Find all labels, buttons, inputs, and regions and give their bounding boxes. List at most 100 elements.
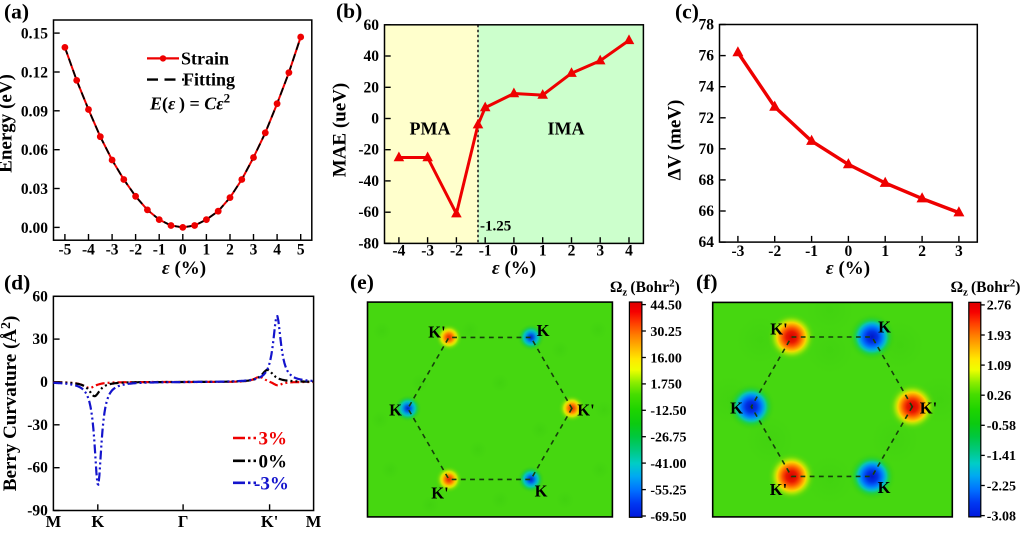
svg-text:-40: -40 (358, 173, 379, 190)
svg-text:-3%: -3% (254, 473, 289, 494)
svg-text:0.12: 0.12 (21, 64, 48, 81)
svg-text:68: 68 (699, 172, 715, 189)
svg-text:-30: -30 (27, 417, 48, 434)
svg-text:30: 30 (32, 331, 48, 348)
svg-text:ΔV (meV): ΔV (meV) (664, 100, 685, 181)
svg-text:Berry Curvature (Å2): Berry Curvature (Å2) (0, 316, 21, 492)
svg-text:ε (%): ε (%) (826, 258, 870, 279)
svg-text:4: 4 (273, 242, 281, 259)
svg-text:-1.25: -1.25 (480, 219, 511, 235)
svg-text:(b): (b) (336, 0, 362, 23)
svg-text:(c): (c) (675, 0, 699, 23)
svg-text:K: K (878, 318, 891, 337)
svg-text:M: M (306, 512, 322, 531)
svg-text:1.750: 1.750 (650, 378, 682, 393)
svg-text:0: 0 (40, 374, 48, 391)
svg-text:ε (%): ε (%) (162, 258, 206, 279)
svg-text:K': K' (431, 484, 448, 503)
svg-text:K': K' (428, 323, 445, 342)
svg-text:-2.25: -2.25 (987, 479, 1016, 494)
svg-text:-60: -60 (27, 460, 48, 477)
svg-text:1: 1 (539, 243, 547, 260)
svg-text:66: 66 (699, 203, 715, 220)
svg-text:-20: -20 (358, 142, 379, 159)
svg-text:0.26: 0.26 (987, 389, 1012, 404)
svg-text:64: 64 (699, 234, 715, 251)
svg-text:-60: -60 (358, 204, 379, 221)
svg-text:E(ε ) = Cε2: E(ε ) = Cε2 (149, 91, 230, 115)
svg-text:PMA: PMA (410, 118, 451, 138)
svg-text:2: 2 (226, 242, 234, 259)
svg-text:K: K (91, 512, 104, 531)
svg-text:K: K (389, 401, 402, 420)
svg-text:-3: -3 (106, 242, 119, 259)
svg-text:-26.75: -26.75 (650, 431, 686, 446)
svg-text:4: 4 (625, 243, 633, 260)
svg-text:0.09: 0.09 (21, 103, 48, 120)
svg-text:-2: -2 (450, 243, 463, 260)
svg-text:-0.58: -0.58 (987, 419, 1016, 434)
svg-text:-2: -2 (129, 242, 142, 259)
svg-text:3: 3 (955, 243, 963, 260)
svg-text:IMA: IMA (548, 118, 585, 138)
svg-text:0: 0 (179, 242, 187, 259)
svg-text:K: K (535, 482, 548, 501)
svg-text:(d): (d) (4, 270, 30, 294)
svg-text:-2: -2 (768, 243, 781, 260)
svg-text:K': K' (577, 401, 594, 420)
svg-text:-3.08: -3.08 (987, 509, 1016, 524)
svg-text:-55.25: -55.25 (650, 483, 686, 498)
svg-text:1: 1 (881, 243, 889, 260)
svg-text:Energy (eV): Energy (eV) (0, 74, 17, 173)
svg-text:-41.00: -41.00 (650, 457, 686, 472)
svg-text:K: K (878, 478, 891, 497)
svg-text:-4: -4 (392, 243, 405, 260)
svg-text:-1: -1 (805, 243, 818, 260)
svg-text:60: 60 (364, 17, 380, 34)
svg-text:MAE (ueV): MAE (ueV) (329, 83, 350, 177)
svg-text:0.06: 0.06 (21, 142, 48, 159)
svg-text:-1: -1 (153, 242, 166, 259)
svg-text:-5: -5 (58, 242, 71, 259)
svg-text:16.00: 16.00 (650, 351, 682, 366)
svg-text:(a): (a) (4, 0, 29, 23)
svg-text:1.93: 1.93 (987, 329, 1012, 344)
svg-text:K: K (730, 399, 743, 418)
svg-text:Γ: Γ (178, 512, 189, 531)
svg-text:-80: -80 (358, 235, 379, 252)
svg-text:74: 74 (699, 79, 715, 96)
svg-text:K': K' (920, 399, 937, 418)
svg-text:0%: 0% (259, 451, 288, 472)
svg-text:0: 0 (845, 243, 853, 260)
svg-text:(e): (e) (350, 270, 374, 294)
svg-text:76: 76 (699, 48, 715, 65)
svg-text:1.09: 1.09 (987, 359, 1012, 374)
svg-text:44.50: 44.50 (650, 298, 682, 313)
svg-text:40: 40 (364, 48, 380, 65)
svg-text:-1.41: -1.41 (987, 449, 1016, 464)
svg-text:72: 72 (699, 110, 715, 127)
svg-text:Strain: Strain (181, 49, 229, 69)
svg-text:0: 0 (510, 243, 518, 260)
svg-text:0.00: 0.00 (21, 220, 48, 237)
svg-text:Ωz (Bohr2): Ωz (Bohr2) (951, 278, 1021, 299)
svg-text:78: 78 (699, 16, 715, 33)
svg-text:20: 20 (364, 79, 380, 96)
svg-text:3%: 3% (259, 429, 288, 450)
svg-text:Fitting: Fitting (183, 70, 235, 90)
svg-text:-3: -3 (731, 243, 744, 260)
svg-text:0.03: 0.03 (21, 181, 48, 198)
svg-text:3: 3 (250, 242, 258, 259)
svg-text:-1: -1 (479, 243, 492, 260)
svg-text:2: 2 (568, 243, 576, 260)
svg-text:M: M (46, 512, 62, 531)
svg-text:2.76: 2.76 (987, 299, 1012, 314)
svg-text:0: 0 (371, 110, 379, 127)
svg-text:5: 5 (297, 242, 305, 259)
svg-text:1: 1 (203, 242, 211, 259)
svg-text:Ωz (Bohr2): Ωz (Bohr2) (610, 278, 680, 299)
svg-text:-69.50: -69.50 (650, 510, 686, 525)
svg-text:3: 3 (596, 243, 604, 260)
svg-text:ε (%): ε (%) (492, 258, 536, 279)
svg-text:K': K' (261, 512, 278, 531)
